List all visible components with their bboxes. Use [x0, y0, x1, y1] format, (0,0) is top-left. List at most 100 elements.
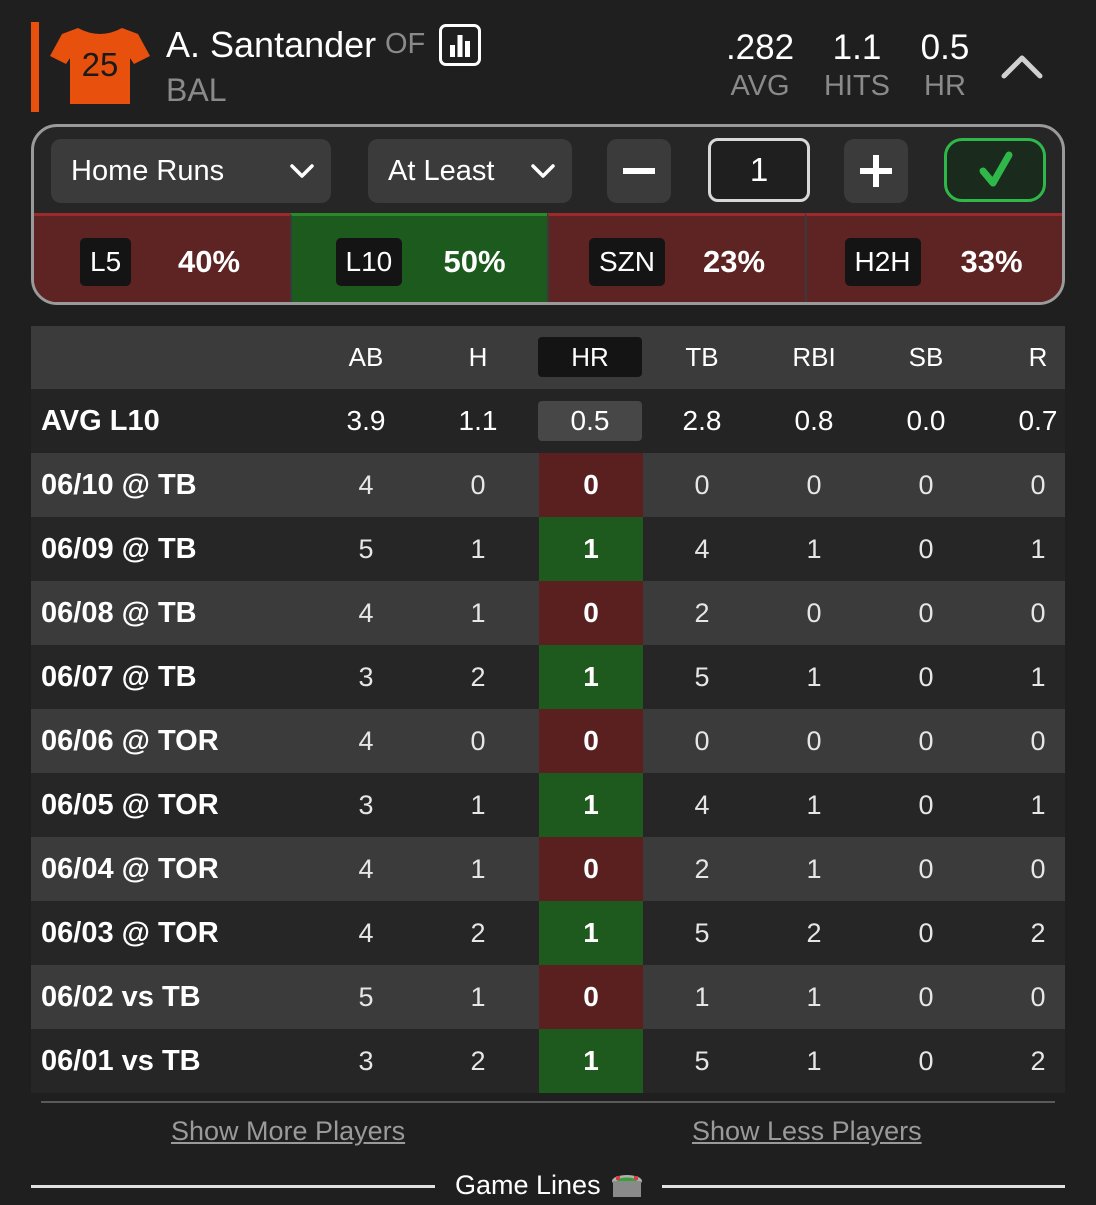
- split-h2h[interactable]: H2H 33%: [804, 213, 1062, 302]
- game-label: 06/01 vs TB: [41, 1044, 201, 1077]
- game-ab: 4: [358, 917, 374, 948]
- header-stat-label: HITS: [823, 70, 891, 102]
- game-rbi: 0: [806, 725, 822, 756]
- chevron-up-icon[interactable]: [1000, 50, 1044, 82]
- table-row: 06/09 @ TB 5 1 1 4 1 0 1: [31, 517, 1065, 581]
- game-sb: 0: [918, 789, 934, 820]
- game-rbi: 1: [806, 981, 822, 1012]
- split-l10[interactable]: L10 50%: [289, 213, 547, 302]
- header-stat-value: 0.5: [920, 28, 970, 67]
- game-label: 06/07 @ TB: [41, 660, 197, 693]
- game-tb: 4: [694, 789, 710, 820]
- game-tb: 1: [694, 981, 710, 1012]
- game-h: 2: [470, 661, 486, 692]
- split-szn[interactable]: SZN 23%: [547, 213, 805, 302]
- game-hr: 0: [539, 837, 643, 901]
- column-header-sb[interactable]: SB: [908, 342, 944, 372]
- game-ab: 3: [358, 661, 374, 692]
- game-label: 06/09 @ TB: [41, 532, 197, 565]
- game-h: 1: [470, 853, 486, 884]
- game-hr: 0: [539, 581, 643, 645]
- player-name[interactable]: A. Santander: [166, 24, 377, 65]
- column-header-tb[interactable]: TB: [685, 342, 719, 372]
- game-ab: 4: [358, 853, 374, 884]
- stat-type-select[interactable]: Home Runs: [51, 139, 331, 203]
- table-row: 06/08 @ TB 4 1 0 2 0 0 0: [31, 581, 1065, 645]
- chevron-down-icon: [531, 164, 555, 178]
- header-stat-label: HR: [924, 70, 966, 102]
- stat-type-value: Home Runs: [71, 155, 225, 187]
- column-header-rbi[interactable]: RBI: [792, 342, 836, 372]
- game-tb: 0: [694, 725, 710, 756]
- show-more-players-link[interactable]: Show More Players: [171, 1116, 406, 1146]
- prop-controls-panel: Home Runs At Least 1 L5 40% L10: [31, 124, 1065, 305]
- jersey-number: 25: [81, 46, 119, 83]
- split-tag: H2H: [844, 238, 921, 286]
- column-header-r[interactable]: R: [1028, 342, 1048, 372]
- increment-button[interactable]: [844, 139, 908, 203]
- game-sb: 0: [918, 725, 934, 756]
- bar-chart-icon[interactable]: [439, 24, 481, 66]
- game-h: 1: [470, 533, 486, 564]
- game-label: 06/05 @ TOR: [41, 788, 219, 821]
- table-row: 06/07 @ TB 3 2 1 5 1 0 1: [31, 645, 1065, 709]
- avg-rbi: 0.8: [794, 405, 834, 436]
- decrement-button[interactable]: [607, 139, 671, 203]
- player-position: OF: [385, 28, 426, 60]
- game-hr: 1: [539, 517, 643, 581]
- split-l5[interactable]: L5 40%: [34, 213, 290, 302]
- header-stat-label: AVG: [730, 70, 790, 102]
- average-row-label: AVG L10: [41, 404, 160, 437]
- header-stat-avg: .282 AVG: [722, 28, 798, 104]
- show-less-players-link[interactable]: Show Less Players: [692, 1116, 922, 1146]
- column-header-ab[interactable]: AB: [348, 342, 384, 372]
- game-tb: 5: [694, 1045, 710, 1076]
- game-tb: 2: [694, 597, 710, 628]
- avg-h: 1.1: [458, 405, 498, 436]
- game-h: 0: [470, 469, 486, 500]
- footer-divider: [41, 1101, 1055, 1103]
- plus-icon: [860, 155, 892, 187]
- quantity-input[interactable]: 1: [708, 138, 810, 202]
- avg-tb: 2.8: [682, 405, 722, 436]
- table-row: 06/01 vs TB 3 2 1 5 1 0 2: [31, 1029, 1065, 1093]
- column-header-hr[interactable]: HR: [538, 337, 642, 377]
- split-pct: 23%: [703, 244, 766, 279]
- game-r: 1: [1030, 533, 1046, 564]
- game-ab: 4: [358, 597, 374, 628]
- game-sb: 0: [918, 853, 934, 884]
- minus-icon: [623, 168, 655, 174]
- game-hr: 1: [539, 645, 643, 709]
- comparator-value: At Least: [388, 155, 495, 187]
- comparator-select[interactable]: At Least: [368, 139, 572, 203]
- game-hr: 1: [539, 773, 643, 837]
- table-row: 06/04 @ TOR 4 1 0 2 1 0 0: [31, 837, 1065, 901]
- game-sb: 0: [918, 533, 934, 564]
- game-rbi: 1: [806, 1045, 822, 1076]
- header-stat-value: .282: [725, 28, 795, 67]
- game-ab: 5: [358, 981, 374, 1012]
- confirm-button[interactable]: [944, 138, 1046, 202]
- game-rbi: 1: [806, 661, 822, 692]
- game-h: 2: [470, 1045, 486, 1076]
- average-row: AVG L10 3.9 1.1 0.5 2.8 0.8 0.0 0.7: [31, 389, 1065, 453]
- game-h: 0: [470, 725, 486, 756]
- column-header-h[interactable]: H: [468, 342, 488, 372]
- section-divider-left: [31, 1185, 435, 1188]
- table-header-row: AB H HR TB RBI SB R: [31, 326, 1065, 389]
- game-sb: 0: [918, 917, 934, 948]
- stadium-icon: [610, 1172, 644, 1200]
- game-log-table: AB H HR TB RBI SB R AVG L10 3.9 1.1 0.5 …: [31, 326, 1065, 1093]
- avg-hr: 0.5: [538, 401, 642, 441]
- game-r: 2: [1030, 917, 1046, 948]
- table-row: 06/05 @ TOR 3 1 1 4 1 0 1: [31, 773, 1065, 837]
- jersey-icon: 25: [48, 26, 152, 106]
- game-label: 06/03 @ TOR: [41, 916, 219, 949]
- game-ab: 3: [358, 789, 374, 820]
- game-label: 06/04 @ TOR: [41, 852, 219, 885]
- avg-r: 0.7: [1018, 405, 1058, 436]
- avg-ab: 3.9: [346, 405, 386, 436]
- split-pct: 40%: [178, 244, 241, 279]
- table-row: 06/02 vs TB 5 1 0 1 1 0 0: [31, 965, 1065, 1029]
- game-r: 0: [1030, 725, 1046, 756]
